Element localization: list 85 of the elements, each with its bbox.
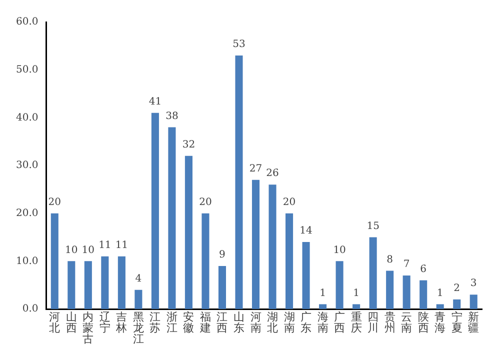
data-label: 7: [403, 259, 410, 270]
bar: [268, 184, 276, 309]
x-tick-label: 江西: [216, 310, 228, 334]
bar: [286, 213, 294, 309]
x-tick-label: 黑龙江: [132, 310, 144, 346]
x-tick-label: 宁夏: [451, 310, 462, 334]
x-tick-label: 福建: [198, 310, 211, 334]
x-tick-label: 四川: [368, 310, 379, 334]
bar: [252, 180, 260, 309]
bar: [218, 266, 226, 309]
data-label: 10: [65, 244, 78, 256]
x-tick-label: 新疆: [468, 310, 480, 334]
bar: [151, 112, 159, 309]
x-tick-label: 广东: [300, 310, 312, 334]
bar: [386, 270, 394, 309]
bar: [134, 290, 142, 309]
data-label: 11: [98, 240, 112, 251]
bar: [184, 156, 192, 309]
data-label: 32: [182, 140, 196, 151]
x-tick-label: 江苏: [150, 310, 161, 334]
y-tick-label: 10.0: [16, 256, 38, 267]
x-tick-label: 海南: [317, 310, 328, 334]
data-label: 10: [82, 244, 95, 256]
bar: [352, 304, 360, 309]
data-label: 11: [115, 240, 128, 251]
y-tick-label: 20.0: [16, 208, 38, 219]
bar: [235, 55, 243, 309]
bar: [50, 213, 58, 309]
x-tick-label: 山东: [233, 310, 244, 334]
data-label: 26: [266, 168, 279, 180]
bar: [336, 261, 344, 309]
data-label: 14: [300, 226, 312, 237]
data-label: 1: [436, 288, 444, 299]
x-tick-label: 浙江: [166, 310, 178, 334]
data-label: 1: [353, 288, 360, 299]
bar: [402, 276, 410, 309]
x-tick-label: 云南: [401, 310, 412, 334]
bar: [118, 256, 126, 309]
x-tick-label: 河南: [250, 310, 262, 334]
data-label: 6: [420, 264, 427, 275]
x-tick-label: 安徽: [183, 310, 194, 334]
y-tick-label: 50.0: [16, 64, 38, 76]
y-tick-label: 60.0: [16, 16, 38, 28]
x-tick-label: 陕西: [418, 310, 429, 334]
x-tick-label: 湖南: [284, 310, 295, 334]
x-tick-label: 重庆: [350, 310, 362, 334]
data-label: 53: [232, 39, 246, 50]
x-tick-label: 辽宁: [99, 310, 110, 334]
data-label: 4: [135, 273, 142, 284]
data-label: 2: [454, 283, 460, 294]
data-label: 38: [166, 110, 178, 122]
bar: [470, 294, 478, 309]
bar: [68, 261, 76, 309]
x-tick-label: 山西: [66, 310, 77, 334]
data-label: 15: [366, 220, 380, 232]
y-tick-label: 40.0: [16, 112, 38, 124]
x-tick-label: 河北: [49, 310, 60, 334]
bar: [302, 242, 310, 309]
data-label: 10: [333, 244, 346, 256]
data-label: 9: [219, 250, 226, 261]
bar: [369, 237, 377, 309]
x-tick-label: 湖北: [267, 310, 278, 334]
x-tick-label: 贵州: [384, 310, 396, 334]
bar: [420, 280, 428, 309]
data-label: 41: [148, 96, 162, 108]
bar: [453, 299, 461, 309]
data-label: 3: [470, 278, 477, 290]
data-label: 20: [282, 196, 296, 208]
y-tick-label: 0.0: [22, 304, 38, 315]
data-label: 20: [48, 196, 62, 208]
x-tick-label: 广西: [334, 310, 346, 334]
bar: [168, 127, 176, 309]
data-label: 8: [386, 254, 394, 266]
bar: [436, 304, 444, 309]
y-tick-label: 30.0: [16, 160, 38, 172]
data-label: 20: [199, 196, 212, 208]
bar: [101, 256, 109, 309]
bar: [202, 213, 210, 309]
data-label: 1: [320, 288, 326, 299]
x-tick-label: 青海: [434, 310, 446, 334]
bar: [319, 304, 327, 309]
data-label: 27: [249, 163, 262, 174]
x-tick-label: 内蒙古: [82, 310, 94, 346]
x-tick-label: 吉林: [115, 310, 128, 334]
bar: [84, 261, 92, 309]
